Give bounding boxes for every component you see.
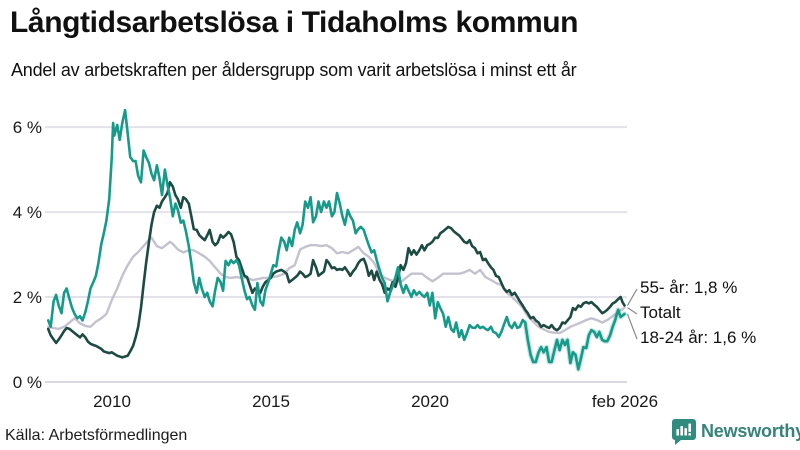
y-tick-label: 4 % xyxy=(12,203,42,222)
annotation-leader-line xyxy=(627,307,638,315)
chart-subtitle: Andel av arbetskraften per åldersgrupp s… xyxy=(11,60,577,80)
series-end-label-totalt: Totalt xyxy=(640,303,681,322)
series-line-18-24 år xyxy=(46,108,626,371)
x-tick-label: 2015 xyxy=(252,392,290,411)
series-end-label-55: 55- år: 1,8 % xyxy=(640,278,738,297)
source-credit: Källa: Arbetsförmedlingen xyxy=(5,427,188,444)
newsworthy-brand-text: Newsworthy xyxy=(701,421,800,441)
x-tick-label: feb 2026 xyxy=(591,392,659,411)
page-title: Långtidsarbetslösa i Tidaholms kommun xyxy=(10,6,579,39)
y-tick-label: 2 % xyxy=(12,288,42,307)
series-line-Totalt xyxy=(47,236,626,335)
x-tick-label: 2020 xyxy=(411,392,449,411)
newsworthy-logo-icon xyxy=(672,419,696,445)
annotation-leader-line xyxy=(626,313,638,340)
series-line-55- år xyxy=(46,181,626,359)
series-end-label-18-24: 18-24 år: 1,6 % xyxy=(640,328,757,347)
x-tick-label: 2010 xyxy=(93,392,131,411)
y-tick-label: 6 % xyxy=(12,118,42,137)
y-tick-label: 0 % xyxy=(12,373,42,392)
annotation-leader-line xyxy=(626,288,638,306)
